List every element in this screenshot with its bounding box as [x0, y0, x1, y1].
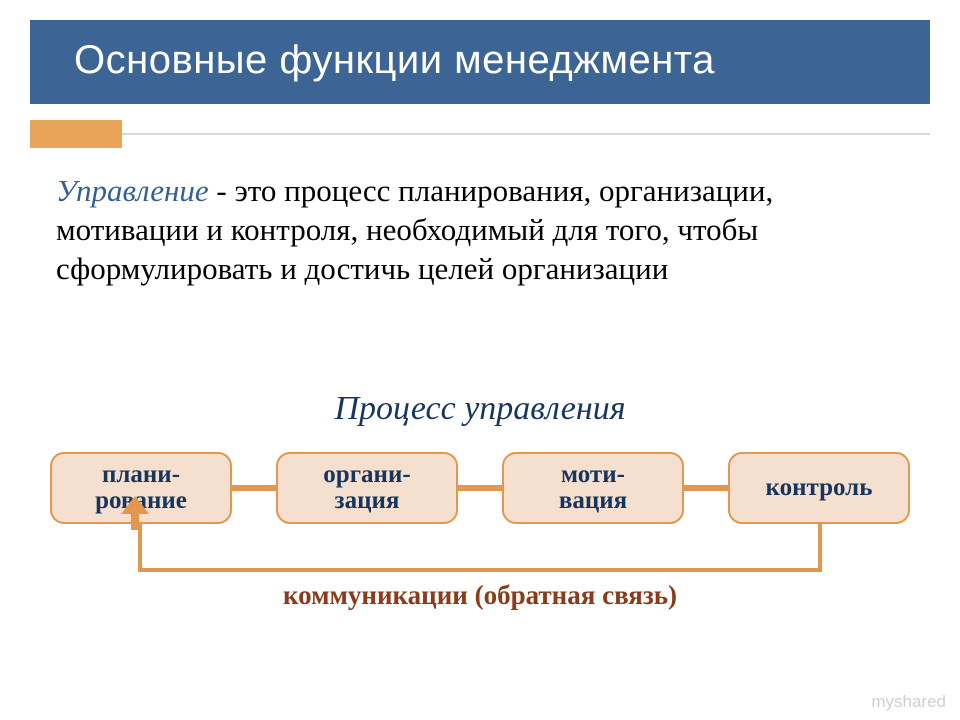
- process-node: органи- зация: [276, 452, 458, 524]
- accent-box: [30, 120, 122, 148]
- divider-line: [122, 133, 930, 135]
- connector: [230, 485, 278, 491]
- feedback-path: [138, 524, 822, 572]
- process-subtitle: Процесс управления: [0, 390, 960, 428]
- slide: Основные функции менеджмента Управление …: [0, 0, 960, 720]
- slide-title: Основные функции менеджмента: [74, 38, 715, 82]
- process-node: моти- вация: [502, 452, 684, 524]
- feedback-arrow-icon: [121, 496, 149, 530]
- feedback-label: коммуникации (обратная связь): [0, 580, 960, 611]
- definition-text: Управление - это процесс планирования, о…: [56, 172, 914, 288]
- process-node: контроль: [728, 452, 910, 524]
- definition-term: Управление: [56, 173, 209, 208]
- connector: [456, 485, 504, 491]
- connector: [682, 485, 730, 491]
- title-bar: Основные функции менеджмента: [30, 20, 930, 104]
- watermark: myshared: [871, 692, 946, 712]
